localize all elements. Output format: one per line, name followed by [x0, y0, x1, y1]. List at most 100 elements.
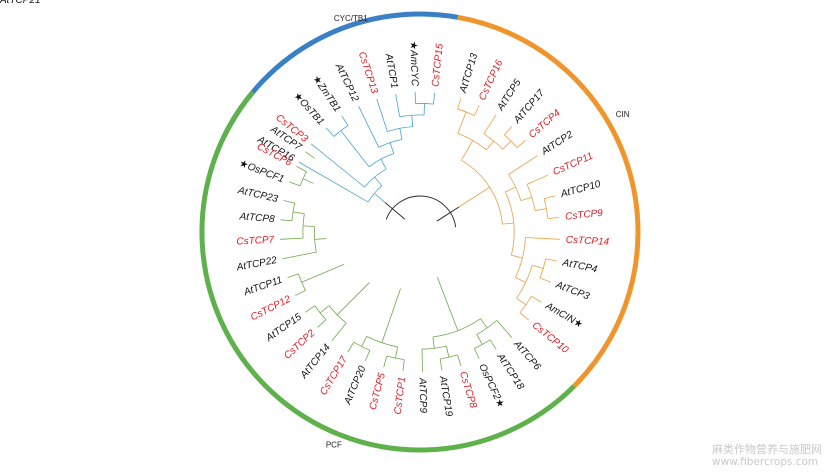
leaf-name: CsTCP7 — [236, 234, 275, 247]
branch-64 — [458, 186, 490, 208]
leaf-label-cstcp16: CsTCP16 — [477, 58, 505, 102]
branch-2 — [326, 127, 335, 137]
branch-47 — [505, 186, 516, 193]
clade-arc-cin — [457, 14, 641, 388]
leaf-label-attcp6: AtTCP6 — [511, 338, 543, 373]
root-branch-1 — [436, 206, 459, 222]
clade-labels: CYC/TB1 CIN PCF — [326, 14, 630, 449]
branch-99 — [287, 273, 299, 278]
leaf-name: AmCYC — [408, 49, 420, 87]
branch-0 — [298, 161, 369, 203]
branch-109 — [303, 225, 315, 227]
leaf-name: AtTCP8 — [238, 211, 275, 225]
branch-92 — [317, 319, 327, 328]
branch-102 — [282, 251, 317, 260]
leaf-label-cstcp7: CsTCP7 — [236, 234, 275, 247]
branch-49 — [545, 258, 558, 262]
branch-53 — [531, 295, 542, 303]
branch-100 — [298, 273, 306, 291]
leaf-label-ospcf2: OsPCF2★ — [477, 362, 507, 410]
leaf-name: AtTCP1 — [383, 52, 400, 89]
star-marker-icon: ★ — [408, 41, 419, 50]
branch-36 — [457, 132, 487, 151]
branch-104 — [280, 219, 292, 222]
branch-7 — [376, 98, 388, 132]
leaf-name: AtTCP19 — [437, 374, 454, 417]
branch-33 — [502, 140, 512, 150]
branch-115 — [302, 178, 314, 184]
leaf-name: AtTCP11 — [242, 274, 284, 298]
branch-20 — [380, 158, 387, 170]
branch-42 — [543, 198, 549, 219]
leaf-name: AtTCP13 — [457, 52, 480, 95]
branch-86 — [347, 341, 355, 353]
branch-66 — [489, 339, 497, 350]
branch-85 — [364, 350, 371, 362]
leaf-label-cstcp13: CsTCP13 — [356, 50, 380, 95]
tree-branches — [0, 0, 560, 372]
leaf-label-attcp2: AtTCP2 — [539, 129, 576, 158]
leaf-label-attcp9: AtTCP9 — [417, 377, 429, 414]
watermark: 麻类作物营养与施肥网 www.fibercrops.com — [712, 443, 827, 469]
branch-40 — [544, 195, 556, 200]
branch-54 — [519, 312, 530, 321]
branch-62 — [502, 222, 514, 225]
branch-37 — [461, 140, 474, 161]
leaf-name: CsTCP15 — [430, 43, 446, 88]
branch-38 — [508, 155, 538, 175]
watermark-site-name: 麻类作物营养与施肥网 — [712, 443, 822, 456]
root-branch-0 — [384, 201, 406, 220]
branch-98 — [295, 290, 306, 296]
branch-22 — [374, 176, 383, 187]
leaf-label-amcyc: ★AmCYC — [408, 41, 421, 87]
leaf-name: AtTCP2 — [539, 129, 576, 158]
branch-95 — [319, 305, 330, 314]
leaf-name: AtTCP22 — [235, 255, 278, 274]
branch-113 — [296, 165, 307, 173]
branch-5 — [340, 130, 370, 168]
branch-43 — [535, 208, 547, 212]
leaf-name: AtTCP23 — [236, 185, 279, 205]
leaf-label-cstcp15: CsTCP15 — [430, 43, 446, 88]
leaf-label-attcp10: AtTCP10 — [559, 178, 602, 199]
leaf-label-cstcp5: CsTCP5 — [367, 371, 388, 411]
leaf-label-attcp21: AtTCP21 — [0, 0, 41, 6]
leaf-label-attcp12: AtTCP12 — [333, 61, 361, 104]
root-arc-outer — [385, 195, 457, 228]
leaf-name: CsTCP11 — [551, 150, 594, 177]
branch-103 — [280, 237, 304, 240]
leaf-name: CsTCP13 — [356, 50, 380, 95]
branch-3 — [341, 115, 349, 126]
leaf-name: AtTCP20 — [342, 364, 369, 407]
leaf-name: OsTB1 — [297, 97, 326, 127]
leaf-label-cstcp8: CsTCP8 — [457, 370, 479, 410]
watermark-url: www.fibercrops.com — [712, 456, 819, 468]
leaf-label-amcin: AmCIN★ — [543, 300, 585, 331]
branch-11 — [415, 103, 434, 105]
leaf-label-attcp23: AtTCP23 — [236, 185, 279, 205]
leaf-label-attcp1: AtTCP1 — [383, 52, 400, 89]
leaf-name: AtTCP6 — [511, 338, 543, 373]
branch-93 — [305, 305, 315, 313]
branch-91 — [331, 322, 347, 342]
leaf-label-cstcp10: CsTCP10 — [530, 320, 571, 356]
branch-78 — [432, 336, 435, 349]
branch-32 — [504, 134, 518, 148]
branch-24 — [374, 193, 386, 203]
branch-44 — [526, 184, 536, 211]
clade-arcs — [199, 11, 641, 453]
branch-112 — [289, 181, 301, 187]
branch-28 — [457, 111, 467, 134]
leaf-label-attcp3: AtTCP3 — [553, 279, 591, 302]
branch-111 — [314, 238, 327, 240]
leaf-label-attcp4: AtTCP4 — [561, 257, 599, 275]
leaf-label-ostb1: ★OsTB1 — [291, 90, 326, 127]
branch-80 — [436, 277, 459, 331]
leaf-label-attcp8: AtTCP8 — [238, 211, 275, 225]
leaf-name: ZmTB1 — [315, 80, 343, 114]
leaf-label-attcp5: AtTCP5 — [494, 77, 523, 114]
clade-label-pcf: PCF — [326, 440, 342, 449]
clade-arc-pcf — [199, 90, 576, 453]
